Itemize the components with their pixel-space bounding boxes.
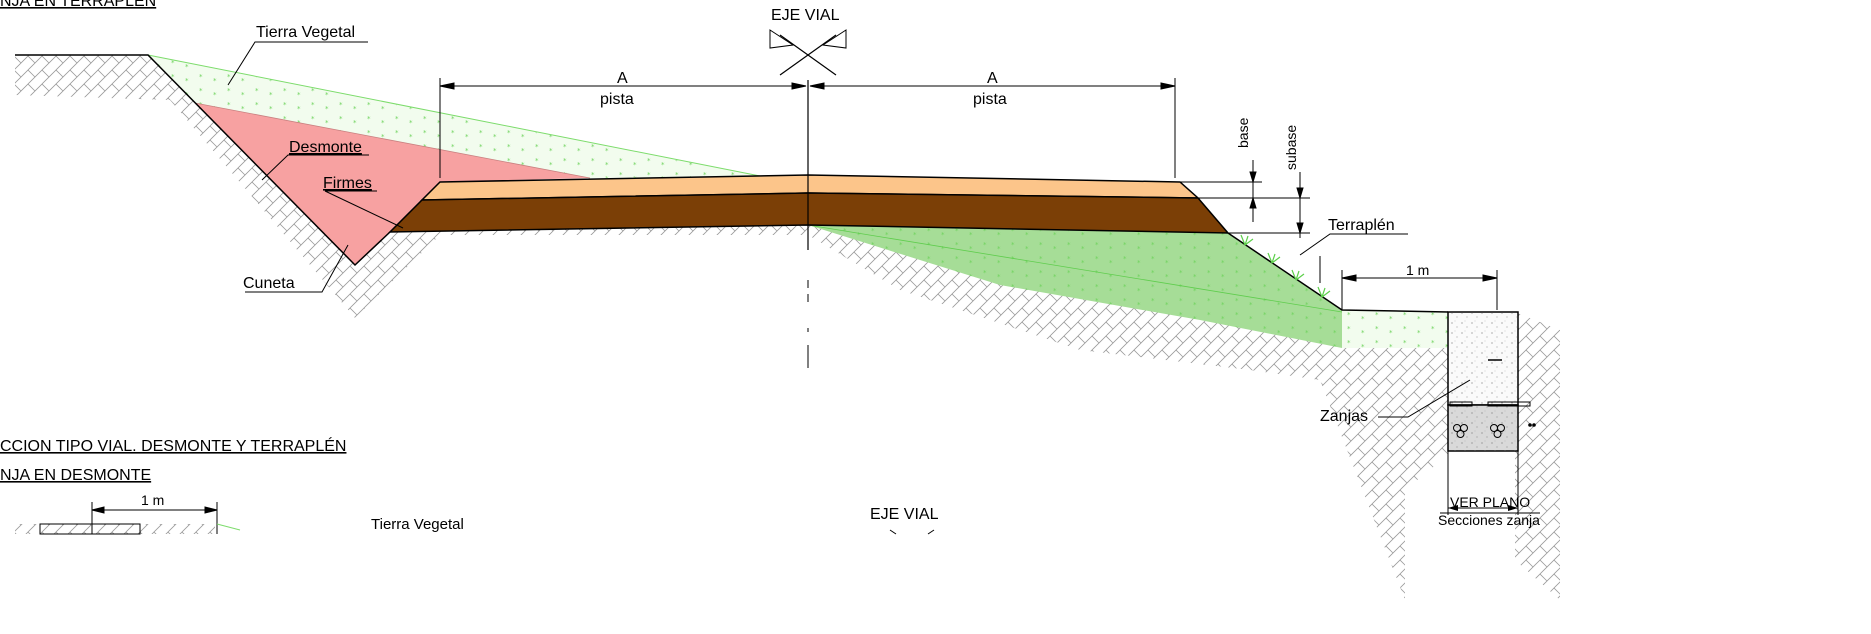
layer-dimensions (1180, 160, 1310, 238)
label-cuneta: Cuneta (243, 275, 295, 292)
dim-left-letter: A (617, 70, 628, 87)
label-secciones-zanja: Secciones zanja (1438, 512, 1540, 528)
label-zanjas: Zanjas (1320, 408, 1368, 425)
zanja-trench (1440, 311, 1540, 515)
dim-right-text: pista (973, 91, 1007, 108)
top-section-title: NJA EN TERRAPLÉN (0, 0, 156, 10)
label-firmes: Firmes (323, 175, 372, 192)
leader-lines (227, 41, 1471, 418)
eje-vial-symbol (769, 29, 847, 368)
bottom-eje-vial-label: EJE VIAL (870, 506, 939, 523)
dim-left-text: pista (600, 91, 634, 108)
dimension-a-pista (439, 78, 1176, 178)
label-tierra-vegetal: Tierra Vegetal (256, 24, 355, 41)
bottom-subtitle: NJA EN DESMONTE (0, 467, 151, 484)
section-title: CCION TIPO VIAL. DESMONTE Y TERRAPLÉN (0, 436, 346, 455)
label-desmonte: Desmonte (289, 139, 362, 156)
label-1m: 1 m (1406, 262, 1429, 278)
bottom-label-tierra-vegetal: Tierra Vegetal (371, 516, 464, 533)
grass-tufts (1240, 234, 1331, 298)
dimension-1m (1341, 270, 1498, 310)
label-ver-plano: VER PLANO (1450, 494, 1530, 510)
label-subase: subase (1283, 125, 1299, 170)
bottom-label-1m: 1 m (141, 492, 164, 508)
label-terraplen: Terraplén (1328, 217, 1395, 234)
desmonte-area (195, 103, 590, 265)
label-base: base (1235, 117, 1251, 148)
eje-vial-label: EJE VIAL (771, 7, 840, 24)
dim-right-letter: A (987, 70, 998, 87)
